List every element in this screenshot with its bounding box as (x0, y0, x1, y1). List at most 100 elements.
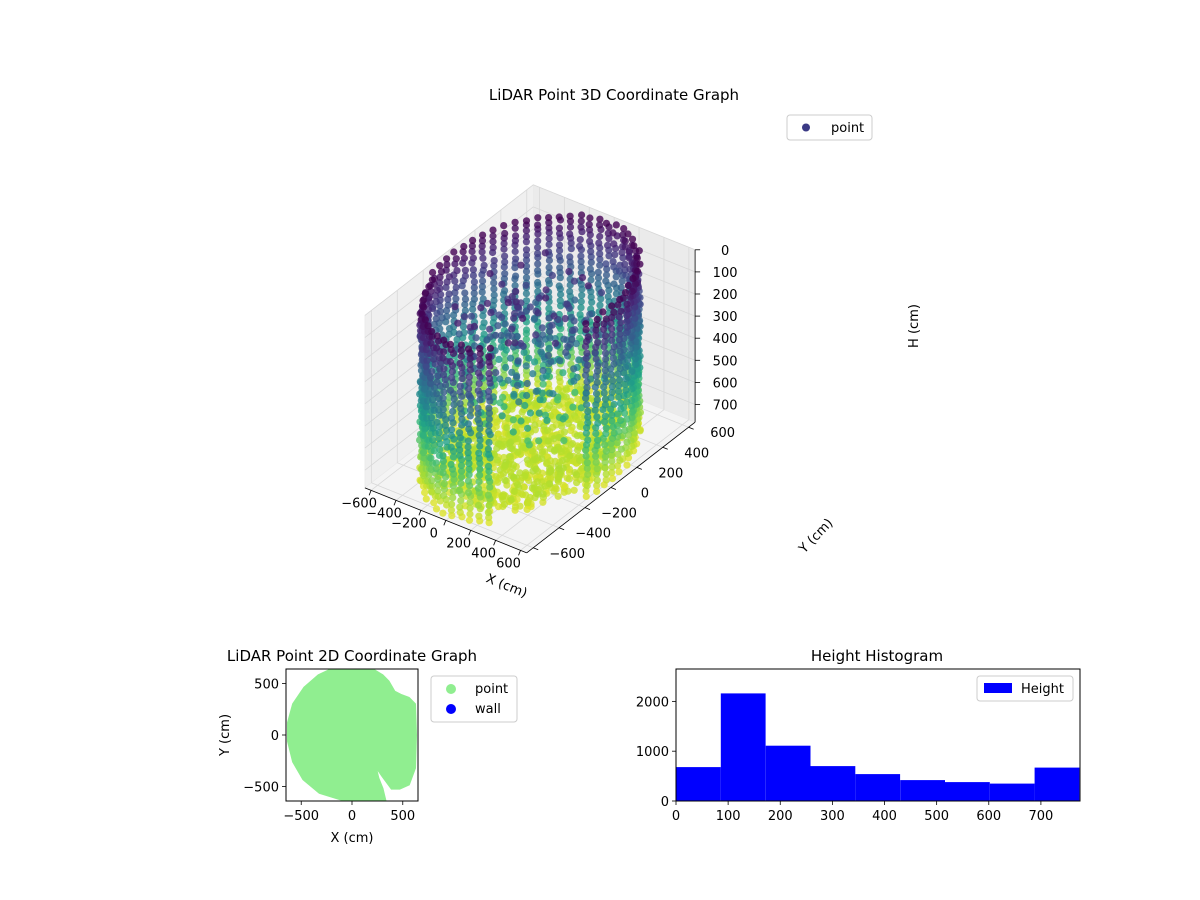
point-3d (586, 237, 594, 245)
point-3d (560, 335, 568, 343)
tick-y (662, 446, 668, 450)
point-3d (508, 325, 516, 333)
point-3d (556, 264, 564, 272)
point-3d (626, 350, 634, 359)
point-3d (525, 441, 533, 449)
tick-x (393, 500, 397, 506)
point-3d (425, 283, 433, 291)
point-3d (564, 420, 573, 428)
point-3d (550, 312, 558, 320)
tick-label-2d-y: −500 (243, 781, 279, 796)
point-3d (455, 486, 463, 494)
hist-legend: Height (976, 675, 1074, 702)
hist-legend-swatch (984, 683, 1012, 693)
point-3d (587, 293, 595, 301)
point-3d (476, 471, 484, 479)
point-3d (420, 408, 428, 416)
point-3d (520, 348, 528, 356)
tick-y (688, 426, 694, 430)
point-3d (576, 311, 584, 319)
point-3d (419, 297, 427, 305)
point-3d (592, 458, 600, 466)
hist-legend-box (976, 675, 1074, 702)
point-3d (508, 445, 516, 453)
point-3d (544, 351, 552, 359)
point-3d (623, 312, 631, 320)
point-3d (601, 418, 609, 426)
point-3d (464, 477, 473, 485)
point-3d (522, 362, 530, 370)
point-3d (444, 295, 452, 303)
point-3d (439, 411, 447, 419)
point-3d (514, 303, 522, 311)
point-3d (487, 309, 495, 317)
point-3d (607, 451, 616, 459)
tick-label-x: 600 (496, 556, 521, 571)
grid-z-left (364, 184, 534, 316)
point-3d (469, 254, 477, 262)
point-3d (623, 317, 631, 325)
tick-label-y: 600 (710, 426, 735, 441)
point-3d (608, 336, 616, 344)
point-3d (592, 332, 600, 340)
point-3d (592, 470, 601, 478)
point-3d (429, 436, 437, 444)
point-3d (522, 326, 531, 334)
point-3d (459, 248, 467, 256)
point-3d (466, 355, 474, 363)
point-3d (522, 227, 531, 235)
point-3d (449, 488, 457, 496)
point-3d (602, 430, 610, 438)
point-3d (439, 405, 447, 414)
point-3d (601, 360, 609, 368)
point-3d (593, 396, 601, 404)
point-3d (474, 416, 482, 424)
point-3d (440, 479, 448, 488)
point-3d (476, 361, 484, 369)
point-3d (584, 333, 592, 341)
point-3d (576, 457, 584, 465)
point-3d (445, 273, 453, 281)
point-3d (577, 263, 585, 271)
point-3d (555, 241, 564, 249)
point-3d (601, 372, 609, 380)
point-3d (489, 238, 497, 246)
point-3d (474, 484, 482, 492)
point-3d (596, 221, 604, 229)
point-3d (560, 437, 568, 445)
point-3d (600, 343, 608, 351)
point-3d (593, 413, 601, 421)
point-3d (456, 452, 464, 460)
point-3d (594, 268, 602, 276)
point-3d (539, 366, 547, 375)
hist-bar (765, 745, 811, 801)
point-3d (593, 315, 601, 323)
point-3d (629, 274, 637, 283)
point-3d (485, 501, 493, 510)
point-3d (484, 445, 492, 453)
point-3d (615, 468, 623, 476)
point-3d (466, 412, 474, 420)
point-3d (453, 267, 461, 275)
point-3d (532, 331, 540, 339)
point-3d (570, 317, 578, 325)
point-3d (548, 271, 557, 280)
point-3d (448, 368, 456, 376)
point-3d (608, 302, 616, 310)
point-3d (534, 490, 542, 498)
tick-x (493, 540, 496, 546)
point-3d (610, 360, 618, 368)
point-3d (470, 284, 478, 292)
chart2d-ylabel: Y (cm) (218, 714, 233, 757)
point-3d (464, 449, 472, 457)
point-3d (583, 349, 591, 357)
point-3d (440, 485, 449, 493)
point-3d (568, 326, 577, 334)
point-3d (522, 274, 531, 282)
point-3d (628, 368, 636, 376)
point-3d (556, 274, 564, 282)
point-3d (608, 457, 616, 465)
point-3d (449, 407, 457, 416)
point-3d (593, 367, 602, 375)
